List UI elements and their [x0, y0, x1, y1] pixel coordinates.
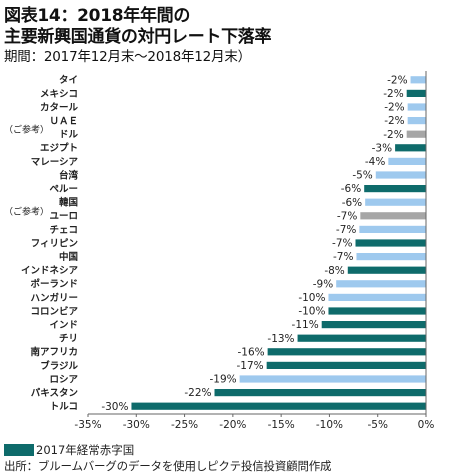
- bar-8: [364, 185, 426, 193]
- data-label-24: -30%: [101, 401, 128, 413]
- category-label-10: ユーロ: [49, 211, 78, 222]
- data-label-18: -11%: [292, 319, 319, 331]
- data-label-2: -2%: [384, 102, 404, 114]
- x-tick-label-0: -35%: [74, 419, 101, 431]
- bar-10: [360, 212, 426, 220]
- x-tick-label-5: -10%: [316, 419, 343, 431]
- category-label-3: ＵＡＥ: [49, 116, 78, 127]
- category-label-12: フィリピン: [31, 237, 78, 249]
- category-label-5: エジプト: [40, 142, 78, 154]
- x-tick-label-6: -5%: [367, 419, 387, 431]
- bar-1: [406, 89, 426, 97]
- category-label-24: トルコ: [50, 402, 78, 413]
- bar-11: [359, 225, 426, 233]
- category-label-1: メキシコ: [40, 89, 78, 100]
- bar-24: [131, 402, 426, 410]
- x-tick-label-7: 0%: [418, 419, 435, 431]
- category-label-2: カタール: [40, 101, 79, 113]
- bar-23: [214, 389, 426, 397]
- category-label-23: パキスタン: [31, 387, 78, 399]
- category-label-16: ハンガリー: [30, 292, 78, 304]
- chart-period: 期間：2017年12月末～2018年12月末）: [4, 49, 251, 65]
- category-label-7: 台湾: [59, 169, 79, 181]
- data-label-1: -2%: [383, 88, 403, 100]
- category-label-8: ペルー: [49, 184, 78, 195]
- category-label-11: チェコ: [49, 225, 78, 236]
- data-label-13: -7%: [333, 251, 353, 263]
- bar-21: [266, 361, 426, 369]
- bar-16: [328, 293, 426, 301]
- bar-15: [336, 280, 426, 288]
- bar-0: [410, 76, 426, 84]
- data-label-21: -17%: [237, 360, 264, 372]
- legend-label: 2017年経常赤字国: [36, 443, 135, 457]
- data-label-17: -10%: [298, 306, 325, 318]
- bar-14: [347, 266, 426, 274]
- category-label-13: 中国: [59, 251, 78, 263]
- category-label-9: 韓国: [59, 197, 78, 209]
- data-label-6: -4%: [365, 156, 385, 168]
- data-label-16: -10%: [298, 292, 325, 304]
- x-tick-label-3: -20%: [219, 419, 246, 431]
- data-label-7: -5%: [352, 170, 372, 182]
- bar-4: [406, 130, 426, 138]
- data-label-20: -16%: [237, 346, 264, 358]
- data-label-14: -8%: [324, 265, 344, 277]
- chart-title-line-1: 図表14：2018年年間の: [4, 6, 191, 26]
- category-label-4: ドル: [59, 130, 79, 141]
- bar-20: [267, 348, 426, 356]
- bar-5: [395, 144, 426, 152]
- data-label-15: -9%: [313, 278, 333, 290]
- bar-3: [407, 117, 426, 125]
- bar-9: [365, 198, 426, 206]
- data-label-12: -7%: [332, 238, 352, 250]
- data-label-0: -2%: [387, 74, 407, 86]
- category-label-14: インドネシア: [21, 266, 79, 277]
- x-tick-label-2: -25%: [171, 419, 198, 431]
- bar-17: [328, 307, 426, 315]
- category-label-15: ポーランド: [30, 278, 78, 290]
- bar-12: [355, 239, 426, 247]
- data-label-10: -7%: [337, 210, 357, 222]
- data-label-3: -2%: [384, 115, 404, 127]
- x-tick-label-4: -15%: [268, 419, 295, 431]
- category-label-18: インド: [49, 320, 78, 331]
- data-label-19: -13%: [267, 333, 294, 345]
- category-label-6: マレーシア: [31, 157, 79, 168]
- category-label-17: コロンビア: [30, 305, 78, 317]
- category-label-22: ロシア: [49, 374, 78, 385]
- data-label-5: -3%: [372, 142, 392, 154]
- source-note: 出所：ブルームバーグのデータを使用しピクテ投信投資顧問作成: [4, 459, 332, 473]
- bar-6: [388, 157, 426, 165]
- category-prefix-4: （ご参考）: [4, 124, 49, 136]
- x-tick-label-1: -30%: [123, 419, 150, 431]
- bar-2: [407, 103, 426, 111]
- data-label-8: -6%: [341, 183, 361, 195]
- legend-swatch-deficit: [4, 444, 34, 456]
- category-label-19: チリ: [59, 334, 78, 345]
- category-label-0: タイ: [59, 74, 78, 86]
- chart-title-line-2: 主要新興国通貨の対円レート下落率: [4, 27, 272, 47]
- bar-18: [321, 321, 426, 329]
- data-label-23: -22%: [184, 387, 211, 399]
- bar-22: [239, 375, 426, 383]
- category-prefix-10: （ご参考）: [4, 205, 49, 217]
- bar-19: [297, 334, 426, 342]
- category-label-20: 南アフリカ: [30, 346, 78, 358]
- bar-7: [375, 171, 426, 179]
- category-label-21: ブラジル: [40, 360, 78, 372]
- data-label-4: -2%: [383, 129, 403, 141]
- legend: 2017年経常赤字国: [4, 442, 134, 458]
- bar-13: [356, 253, 426, 261]
- data-label-22: -19%: [209, 374, 236, 386]
- data-label-9: -6%: [342, 197, 362, 209]
- data-label-11: -7%: [336, 224, 356, 236]
